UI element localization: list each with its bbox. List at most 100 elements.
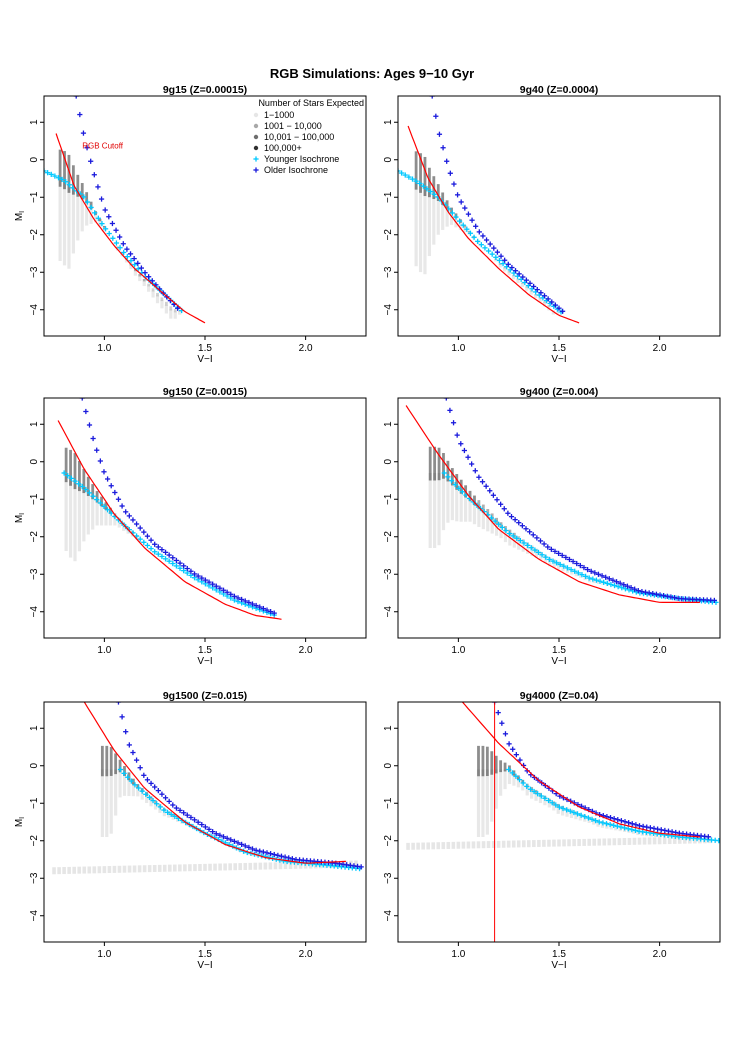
older-isochrone-point — [142, 270, 148, 276]
density-cell — [577, 839, 581, 847]
density-cell — [503, 268, 507, 272]
younger-isochrone-point — [499, 524, 505, 530]
density-cell — [498, 264, 502, 268]
older-isochrone-point — [119, 714, 125, 720]
plot-area — [398, 96, 580, 324]
older-isochrone-point — [541, 293, 548, 299]
y-tick-label: −2 — [383, 835, 394, 847]
younger-isochrone-point — [92, 210, 98, 216]
density-cell — [73, 481, 77, 562]
older-isochrone-point — [584, 567, 591, 573]
density-cell — [157, 864, 162, 872]
older-isochrone-point — [443, 398, 449, 401]
density-cell — [142, 278, 146, 282]
density-cell — [490, 751, 494, 775]
older-isochrone-point — [173, 557, 180, 564]
density-cell — [538, 795, 543, 804]
density-cell — [304, 863, 308, 866]
younger-isochrone-point — [539, 552, 545, 558]
density-cell — [521, 782, 525, 791]
y-axis-title: MI — [14, 817, 26, 827]
density-cell — [436, 842, 441, 850]
density-cell — [423, 156, 427, 197]
density-cell — [437, 447, 441, 481]
older-isochrone-point — [472, 468, 478, 474]
density-cell — [617, 838, 622, 846]
density-cell — [107, 866, 112, 874]
density-cell — [68, 477, 73, 558]
younger-isochrone-point — [485, 248, 492, 254]
older-isochrone-point — [668, 594, 674, 600]
density-cell — [118, 769, 122, 798]
plot-area: RGB Cutoff — [44, 96, 206, 324]
older-isochrone-point — [541, 541, 547, 547]
density-cell — [142, 280, 146, 287]
density-cell — [473, 495, 476, 506]
older-isochrone-point — [120, 241, 126, 247]
density-cell — [71, 165, 75, 195]
younger-isochrone-point — [170, 560, 176, 567]
older-isochrone-point — [162, 549, 169, 555]
older-isochrone-point — [642, 589, 649, 595]
density-cell — [92, 866, 97, 874]
density-cell — [494, 259, 498, 262]
density-cell — [131, 783, 135, 797]
older-isochrone-point — [537, 538, 544, 544]
younger-isochrone-point — [152, 549, 158, 555]
younger-isochrone-point — [164, 809, 171, 815]
density-cell — [151, 288, 155, 292]
density-cell — [525, 287, 529, 291]
older-isochrone-point — [242, 598, 248, 604]
younger-isochrone-point — [545, 797, 552, 804]
older-isochrone-point — [127, 251, 134, 257]
younger-isochrone-point — [575, 570, 581, 576]
density-cell — [160, 297, 164, 302]
younger-isochrone-point — [148, 546, 154, 552]
older-isochrone-point — [560, 308, 566, 314]
older-isochrone-point — [175, 305, 181, 311]
density-cell — [117, 520, 121, 528]
older-isochrone-point — [458, 199, 464, 205]
older-isochrone-point — [166, 798, 172, 804]
density-cell — [572, 839, 576, 847]
density-cell — [537, 839, 541, 847]
density-cell — [534, 792, 538, 801]
plot-area — [52, 702, 364, 875]
density-cell — [459, 479, 463, 494]
density-cell — [520, 282, 524, 284]
density-cell — [476, 841, 481, 849]
older-isochrone-point — [490, 492, 496, 498]
younger-isochrone-point — [88, 204, 94, 211]
legend-dot — [253, 112, 259, 118]
younger-isochrone-point — [513, 773, 519, 779]
legend-dot — [253, 123, 259, 129]
panel-title: 9g150 (Z=0.0015) — [162, 386, 248, 398]
older-isochrone-point — [88, 158, 94, 164]
density-cell — [427, 167, 431, 198]
scatter-plot: 1.0 1.5 2.0 V−I 1 0 −1 −2 −3 −4 MI — [14, 397, 367, 667]
density-cell — [326, 865, 330, 868]
density-cell — [160, 300, 164, 309]
younger-isochrone-point — [66, 182, 72, 188]
density-cell — [416, 842, 420, 850]
density-cell — [114, 769, 118, 816]
density-cell — [253, 862, 258, 870]
density-cell — [158, 806, 162, 813]
y-tick-label: −2 — [383, 229, 394, 241]
density-cell — [516, 775, 520, 780]
younger-isochrone-point — [503, 527, 509, 534]
density-cell — [612, 838, 617, 846]
x-tick-label: 2.0 — [653, 645, 667, 656]
density-cell — [228, 863, 232, 871]
panel-title: 9g1500 (Z=0.015) — [162, 690, 248, 702]
density-cell — [539, 551, 543, 555]
density-cell — [508, 533, 512, 546]
density-cell — [512, 774, 516, 786]
density-cell — [552, 803, 556, 811]
rgb-fit-curve — [83, 702, 346, 864]
older-isochrone-point — [217, 585, 223, 591]
older-isochrone-point — [101, 469, 107, 475]
density-cell — [445, 207, 449, 227]
younger-isochrone-point — [556, 804, 563, 810]
older-isochrone-point — [217, 832, 223, 838]
